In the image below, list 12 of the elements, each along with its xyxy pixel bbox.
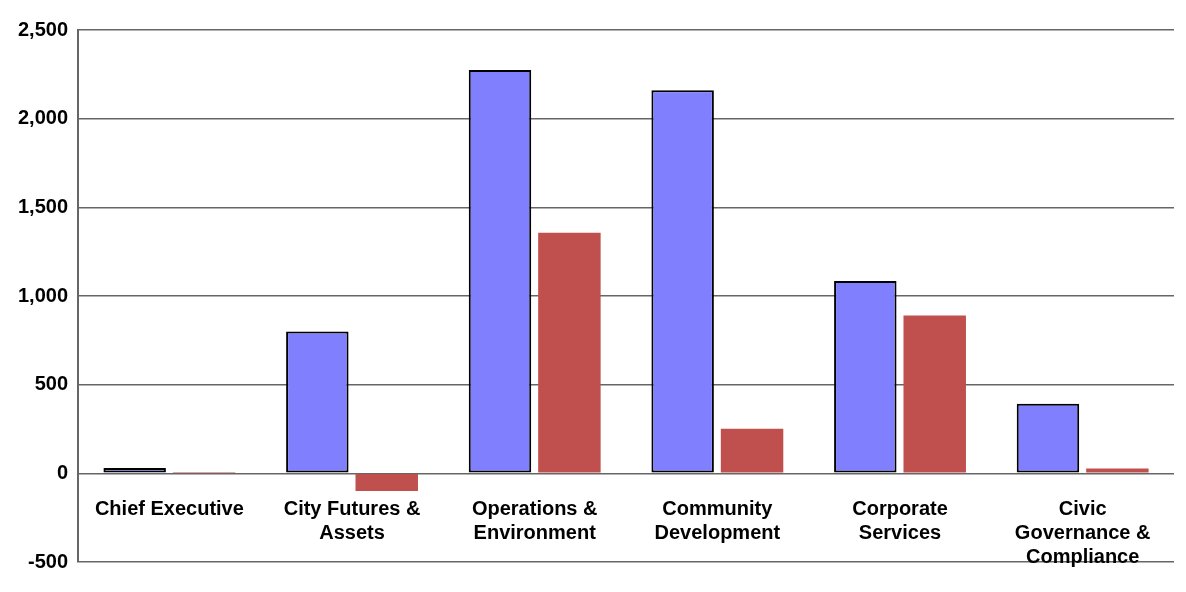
x-tick-label: City Futures & Assets bbox=[283, 496, 421, 543]
y-tick-label: 500 bbox=[34, 372, 69, 395]
y-tick-label: 2,000 bbox=[17, 106, 69, 129]
x-tick-label: Corporate Services bbox=[852, 496, 948, 543]
y-tick-label: 1,500 bbox=[17, 194, 69, 217]
x-tick-label: Chief Executive bbox=[94, 496, 244, 519]
x-tick-label: Community Development bbox=[654, 496, 781, 543]
y-tick-label: 2,500 bbox=[17, 17, 69, 40]
x-tick-label: Operations & Environment bbox=[471, 496, 598, 543]
y-tick-label: -500 bbox=[28, 549, 69, 572]
y-tick-label: 1,000 bbox=[17, 283, 69, 306]
y-tick-label: 0 bbox=[56, 460, 69, 483]
